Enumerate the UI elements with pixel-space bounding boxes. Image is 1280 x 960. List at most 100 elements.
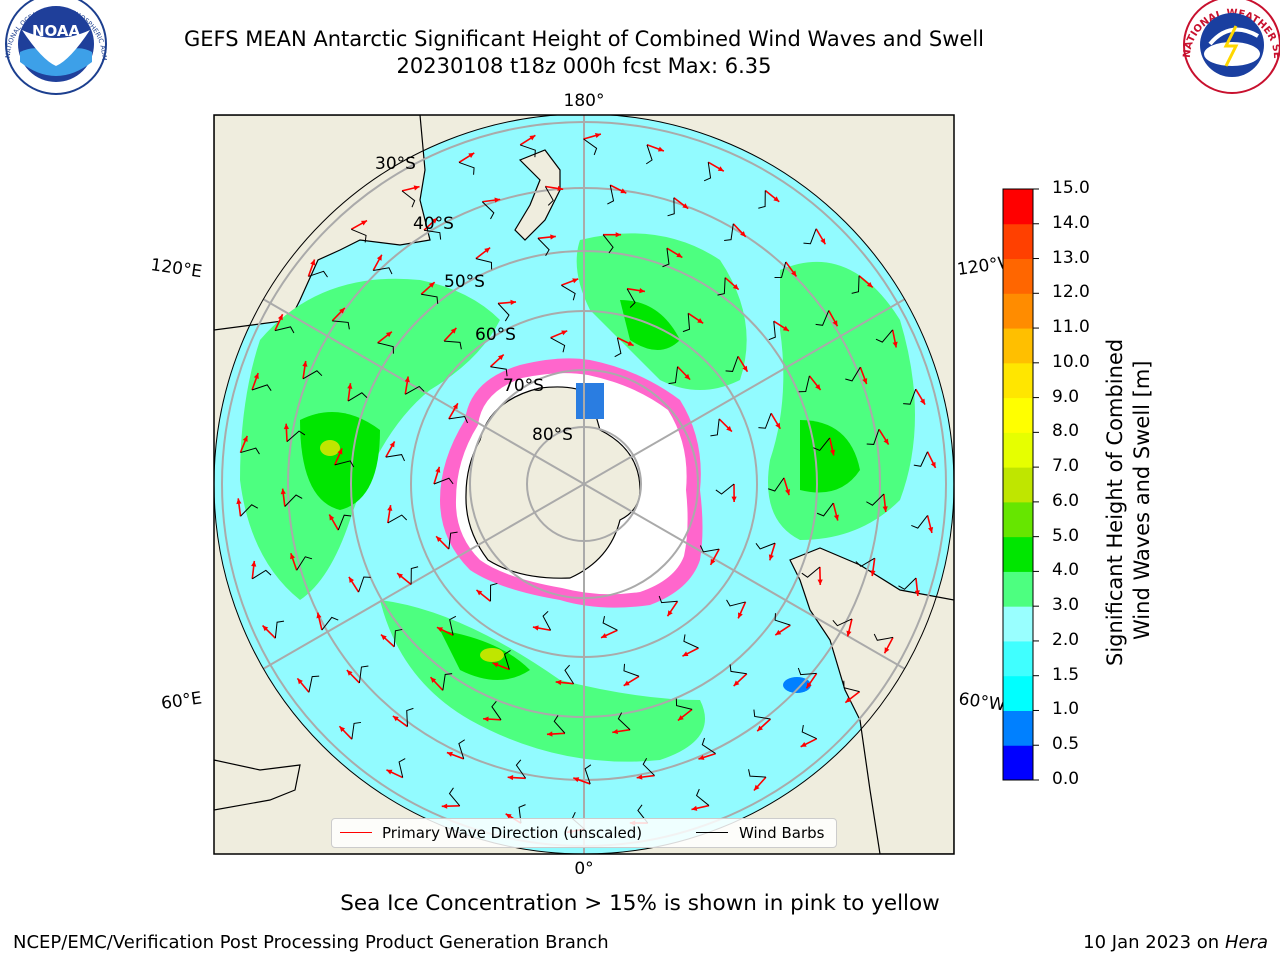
wave-direction-arrowhead — [337, 448, 343, 455]
wave-direction-arrowhead — [928, 527, 934, 533]
wave-direction-arrowhead — [387, 505, 393, 511]
wave-direction-arrowhead — [717, 166, 724, 172]
wave-direction-arrowhead — [697, 318, 704, 324]
wave-direction-arrowhead — [768, 554, 774, 561]
wave-direction-arrowhead — [691, 805, 698, 811]
noaa-logo-text: NOAA — [32, 22, 81, 40]
wave-direction-arrowhead — [800, 742, 807, 747]
legend-label-wave-direction: Primary Wave Direction (unscaled) — [382, 824, 643, 842]
wave-direction-arrowhead — [430, 677, 437, 683]
wave-direction-arrowhead — [820, 238, 826, 245]
wave-direction-arrowhead — [392, 716, 399, 722]
wave-direction-arrowhead — [555, 679, 562, 686]
footer-host: Hera — [1224, 932, 1268, 953]
colorbar-segment — [1003, 258, 1033, 294]
wave-direction-arrowhead — [497, 354, 504, 361]
africa-shape — [214, 759, 301, 811]
colorbar-segment — [1003, 501, 1033, 538]
wind-barb — [387, 514, 408, 524]
wind-barb — [755, 542, 776, 550]
wind-barb — [302, 370, 323, 380]
wind-barb — [774, 261, 787, 278]
wave-direction-arrowhead — [297, 678, 303, 685]
wind-barb — [851, 275, 860, 294]
wind-barb — [855, 557, 875, 568]
colorbar-tick-label: 4.0 — [1052, 560, 1080, 581]
wave-direction-arrowhead — [310, 259, 316, 266]
wind-barb — [758, 190, 766, 209]
wave-direction-arrowhead — [698, 754, 705, 760]
wind-barb — [748, 769, 767, 778]
lat-label-30s: 30°S — [375, 154, 416, 174]
wind-barb — [240, 447, 260, 455]
wave-direction-arrowhead — [883, 438, 889, 445]
wind-barb — [803, 228, 817, 245]
wave-direction-arrowhead — [253, 373, 259, 380]
wind-barb — [504, 650, 511, 670]
wave-direction-arrowhead — [757, 725, 763, 732]
wave-direction-arrowhead — [862, 378, 868, 385]
wave-direction-arrowhead — [436, 627, 443, 633]
wind-barb — [614, 337, 622, 358]
colorbar-segment — [1003, 606, 1033, 642]
wind-barb — [623, 663, 640, 677]
legend-swatch-wave-direction — [340, 832, 372, 833]
wave-direction-arrowhead — [346, 670, 353, 676]
wind-barb — [845, 366, 861, 382]
wind-barb — [252, 569, 272, 580]
wind-barb — [448, 531, 458, 550]
wind-barb — [393, 628, 403, 647]
colorbar-label-line1: Significant Height of Combined — [1103, 338, 1127, 666]
wave-direction-arrowhead — [732, 284, 739, 290]
wind-barb — [518, 804, 526, 824]
wind-barb — [911, 515, 928, 529]
wave-direction-arrowhead — [361, 220, 368, 226]
colorbar-tick-label: 8.0 — [1052, 421, 1080, 442]
antarctica-land — [465, 386, 641, 579]
wind-barb — [717, 277, 726, 296]
wave-direction-arrowhead — [684, 373, 691, 380]
wind-barb — [489, 582, 498, 602]
wave-direction-arrowhead — [494, 197, 501, 203]
colorbar-label-line2: Wind Waves and Swell [m] — [1130, 360, 1154, 640]
wave-direction-arrowhead — [236, 498, 242, 505]
wind-barb — [358, 576, 371, 593]
colorbar-tick-label: 13.0 — [1052, 247, 1090, 268]
wave-direction-arrowhead — [431, 217, 438, 224]
wind-barb — [602, 616, 618, 631]
colorbar-segment — [1003, 293, 1033, 329]
colorbar-tick-label: 0.0 — [1052, 769, 1080, 789]
antarctica-group — [440, 358, 703, 608]
wind-barb — [449, 615, 457, 636]
wave-direction-arrowhead — [386, 769, 393, 775]
wave-direction-arrowhead — [930, 461, 936, 468]
lat-label-70s: 70°S — [503, 376, 544, 396]
wind-barb — [695, 788, 710, 806]
wind-barb — [405, 385, 425, 395]
wave-direction-arrowhead — [833, 514, 839, 521]
lon-label-bottom: 0° — [574, 859, 593, 879]
wave-direction-arrowhead — [413, 185, 420, 191]
wind-barb — [308, 675, 320, 693]
wind-barb — [491, 701, 502, 721]
wind-barb — [406, 707, 414, 727]
wave-direction-arrowhead — [283, 423, 290, 430]
wind-barb — [433, 477, 454, 485]
lon-label-lower-left: 60°E — [160, 688, 203, 713]
wave-direction-arrowhead — [339, 726, 346, 732]
wave-direction-arrowhead — [507, 774, 514, 781]
wave-direction-arrowhead — [601, 633, 608, 638]
wave-direction-arrowhead — [492, 662, 499, 668]
colorbar-segment — [1003, 745, 1033, 781]
lon-label-lower-right: 60°W — [957, 689, 1006, 715]
wave-direction-arrowhead — [380, 634, 387, 641]
wind-barb — [520, 144, 536, 158]
wave-direction-arrowhead — [806, 682, 812, 689]
wind-barb — [351, 228, 367, 243]
wave-direction-arrowhead — [397, 573, 403, 579]
colorbar-tick-label: 6.0 — [1052, 490, 1080, 511]
wind-barb — [564, 664, 575, 684]
wave-direction-arrowhead — [450, 327, 457, 334]
wind-barb — [873, 633, 894, 641]
colorbar-segment — [1003, 189, 1033, 225]
